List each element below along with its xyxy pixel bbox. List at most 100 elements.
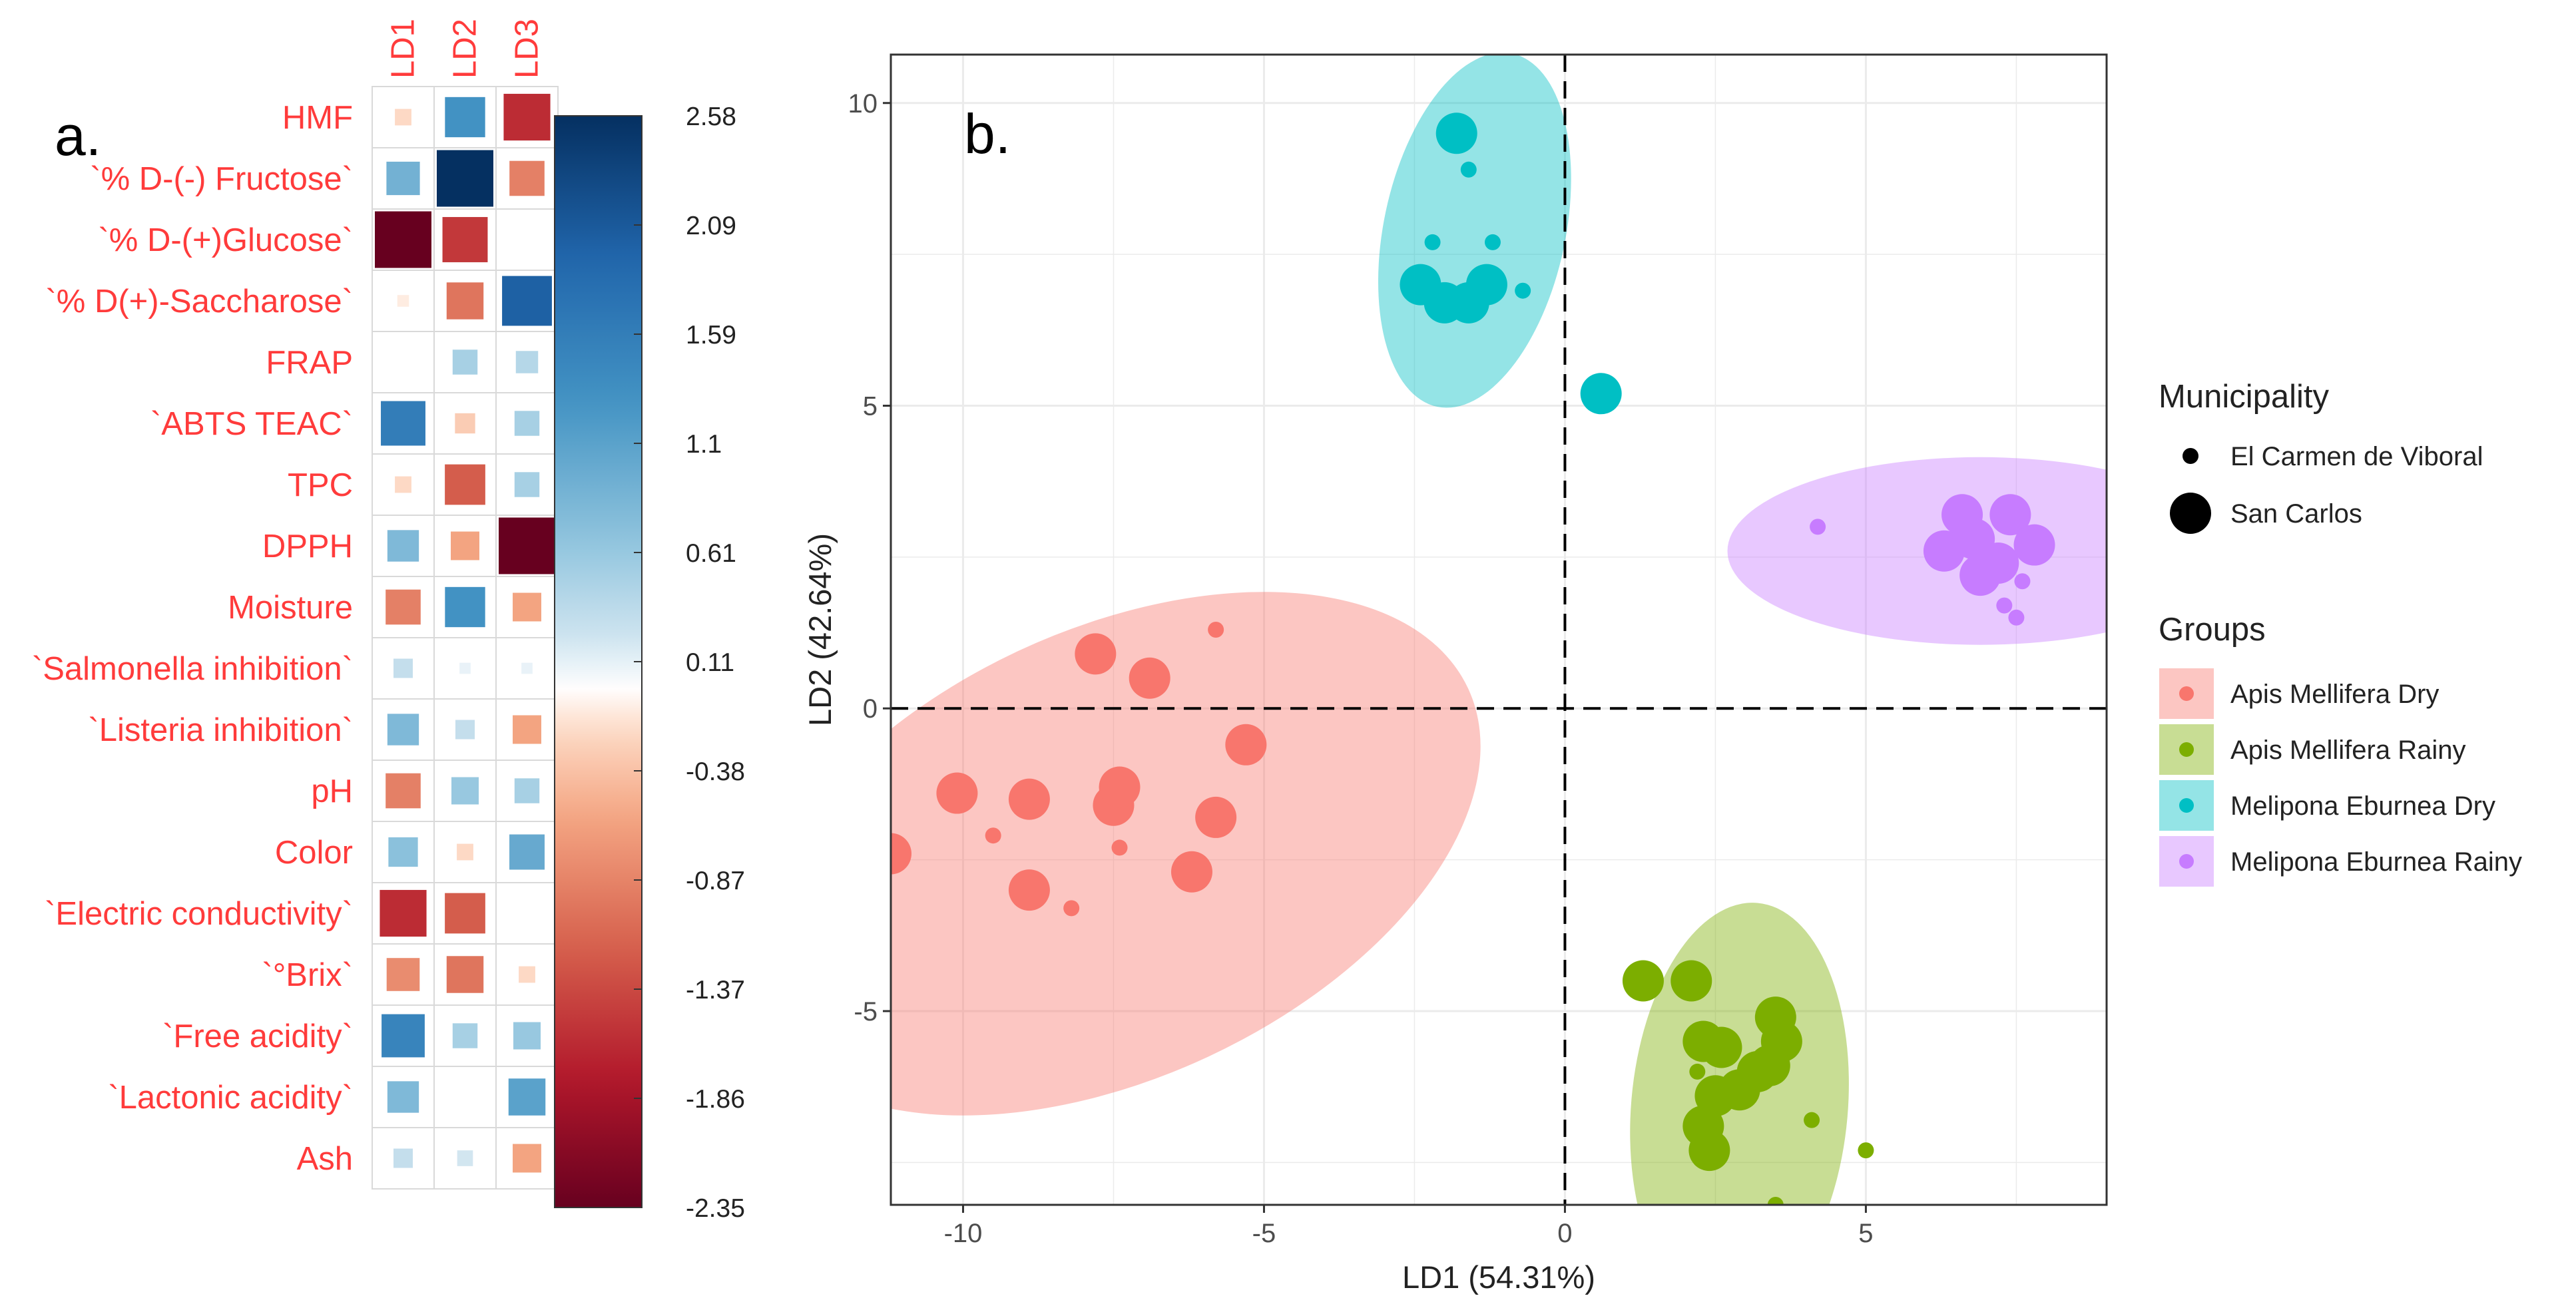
- data-point-apis-mellifera-dry: [1170, 851, 1212, 893]
- legend-key-dot-melipona-eburnea-rainy: [2179, 854, 2194, 869]
- heatmap-mark-color-ld1: [388, 837, 418, 867]
- heatmap-mark-ph-ld1: [386, 773, 421, 809]
- column-label-ld1: LD1: [386, 19, 421, 79]
- data-point-apis-mellifera-rainy: [1700, 1026, 1742, 1068]
- row-label-dpph: DPPH: [262, 529, 353, 564]
- row-label-ash: Ash: [297, 1141, 353, 1177]
- heatmap-mark-abts-teac-ld1: [381, 401, 425, 446]
- heatmap-mark-free-acidity-ld1: [382, 1014, 425, 1058]
- data-point-melipona-eburnea-dry: [1424, 234, 1441, 250]
- colorbar-tick-label: -1.86: [686, 1085, 745, 1114]
- row-label-d-fructose: `% D-(-) Fructose`: [90, 161, 353, 197]
- data-point-melipona-eburnea-dry: [1435, 112, 1477, 154]
- heatmap-mark-d-glucose-ld1: [375, 211, 431, 268]
- legend-key-dot-apis-mellifera-rainy: [2179, 742, 2194, 757]
- heatmap-mark-dpph-ld3: [499, 517, 555, 574]
- x-tick-label: 0: [1557, 1219, 1572, 1248]
- colorbar: [554, 115, 643, 1208]
- data-point-melipona-eburnea-dry: [1580, 373, 1622, 415]
- legend-title-groups: Groups: [2159, 612, 2266, 648]
- y-axis-title: LD2 (42.64%): [802, 533, 838, 726]
- data-point-apis-mellifera-rainy: [1858, 1142, 1874, 1159]
- heatmap-mark-hmf-ld1: [395, 109, 411, 126]
- legend-label-melipona-eburnea-dry: Melipona Eburnea Dry: [2230, 791, 2495, 821]
- heatmap-mark-frap-ld2: [452, 349, 478, 375]
- heatmap-mark-free-acidity-ld3: [513, 1022, 541, 1050]
- x-tick-label: -5: [1252, 1219, 1276, 1248]
- data-point-melipona-eburnea-rainy: [2014, 573, 2031, 590]
- row-label-hmf: HMF: [282, 100, 353, 136]
- heatmap-mark-salmonella-inhibition-ld3: [521, 662, 533, 674]
- data-point-apis-mellifera-dry: [1225, 724, 1267, 766]
- data-point-melipona-eburnea-rainy: [1989, 494, 2031, 536]
- legend-label-apis-mellifera-rainy: Apis Mellifera Rainy: [2230, 736, 2465, 765]
- legend-key-el-carmen-de-viboral: [2183, 448, 2198, 464]
- data-point-apis-mellifera-dry: [891, 833, 911, 875]
- data-point-apis-mellifera-rainy: [1671, 960, 1712, 1002]
- data-point-apis-mellifera-dry: [1195, 796, 1237, 838]
- heatmap-mark-lactonic-acidity-ld1: [387, 1081, 419, 1113]
- heatmap-mark-brix-ld3: [519, 966, 535, 983]
- data-point-melipona-eburnea-dry: [1484, 234, 1501, 250]
- heatmap-cell: [495, 208, 559, 271]
- legend-label-san-carlos: San Carlos: [2230, 499, 2362, 529]
- data-point-melipona-eburnea-rainy: [1959, 554, 2001, 596]
- row-label-moisture: Moisture: [228, 590, 353, 626]
- y-tick-label: 10: [848, 89, 878, 118]
- heatmap-mark-listeria-inhibition-ld3: [513, 715, 541, 744]
- x-tick-label: -10: [944, 1219, 983, 1248]
- row-label-brix: `°Brix`: [262, 957, 353, 993]
- heatmap-mark-hmf-ld2: [445, 97, 485, 138]
- heatmap-mark-d-fructose-ld3: [509, 160, 545, 196]
- data-point-apis-mellifera-dry: [1063, 900, 1080, 917]
- row-label-electric-conductivity: `Electric conductivity`: [45, 896, 353, 932]
- data-point-apis-mellifera-dry: [936, 772, 978, 814]
- data-point-apis-mellifera-rainy: [1688, 1130, 1730, 1172]
- heatmap-mark-d-saccharose-ld1: [397, 295, 409, 307]
- colorbar-tick-label: -0.87: [686, 867, 745, 895]
- heatmap-mark-d-fructose-ld1: [386, 161, 420, 196]
- data-point-apis-mellifera-dry: [1075, 633, 1117, 675]
- row-label-free-acidity: `Free acidity`: [162, 1018, 353, 1054]
- data-point-apis-mellifera-rainy: [1804, 1112, 1820, 1128]
- heatmap-mark-salmonella-inhibition-ld1: [393, 658, 413, 678]
- column-label-ld3: LD3: [509, 19, 545, 79]
- plot-frame: [890, 53, 2108, 1206]
- heatmap-mark-dpph-ld2: [451, 531, 479, 560]
- heatmap-mark-abts-teac-ld2: [455, 413, 475, 434]
- heatmap-mark-frap-ld3: [515, 351, 539, 373]
- column-label-ld2: LD2: [447, 19, 483, 79]
- panel-label-a: a.: [55, 105, 101, 167]
- heatmap-mark-tpc-ld2: [445, 464, 485, 505]
- colorbar-tick-label: -0.38: [686, 758, 745, 786]
- colorbar-tick-label: 2.58: [686, 103, 736, 131]
- row-label-tpc: TPC: [288, 467, 353, 503]
- data-point-melipona-eburnea-rainy: [1810, 519, 1826, 535]
- x-tick-label: 5: [1858, 1219, 1873, 1248]
- row-label-lactonic-acidity: `Lactonic acidity`: [108, 1080, 353, 1116]
- heatmap-mark-color-ld2: [457, 843, 473, 861]
- row-label-d-saccharose: `% D(+)-Saccharose`: [45, 284, 353, 320]
- legend-label-melipona-eburnea-rainy: Melipona Eburnea Rainy: [2230, 847, 2522, 877]
- heatmap-mark-color-ld3: [509, 834, 545, 870]
- heatmap-mark-tpc-ld3: [514, 472, 540, 497]
- heatmap-mark-ash-ld1: [393, 1148, 413, 1168]
- legend-label-el-carmen-de-viboral: El Carmen de Viboral: [2230, 442, 2483, 471]
- heatmap-mark-ph-ld3: [514, 778, 540, 803]
- row-label-abts-teac: `ABTS TEAC`: [150, 406, 353, 442]
- y-tick-label: 5: [863, 391, 878, 421]
- heatmap-mark-salmonella-inhibition-ld2: [459, 662, 471, 674]
- colorbar-tick-label: -2.35: [686, 1194, 745, 1223]
- data-point-apis-mellifera-rainy: [1689, 1063, 1706, 1080]
- legend-key-san-carlos: [2170, 493, 2211, 534]
- heatmap-mark-listeria-inhibition-ld2: [455, 720, 475, 740]
- data-point-apis-mellifera-rainy: [1622, 960, 1664, 1002]
- heatmap-mark-ash-ld2: [457, 1150, 473, 1166]
- heatmap-cell: [433, 882, 497, 945]
- data-point-melipona-eburnea-rainy: [2008, 609, 2025, 626]
- colorbar-tick-label: 2.09: [686, 212, 736, 240]
- colorbar-tick-label: 1.59: [686, 321, 736, 349]
- heatmap-mark-moisture-ld1: [386, 589, 421, 625]
- heatmap-mark-d-saccharose-ld2: [446, 282, 484, 320]
- legend-key-dot-apis-mellifera-dry: [2179, 686, 2194, 701]
